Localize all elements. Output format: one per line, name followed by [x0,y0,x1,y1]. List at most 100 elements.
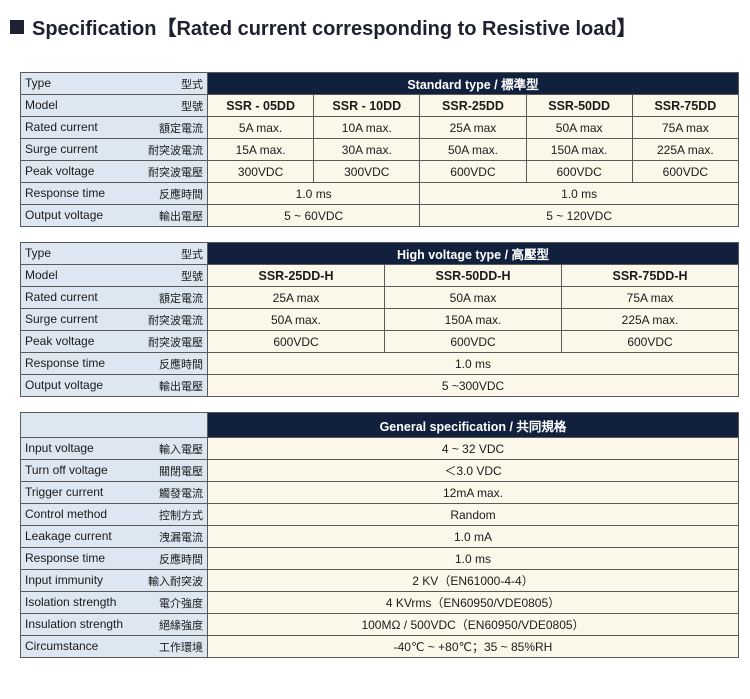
label-zh: 額定電流 [159,122,203,135]
label-zh: 輸出電壓 [159,380,203,393]
title-bullet [10,20,24,34]
spec-cell: 150A max. [525,138,633,161]
row-label: Isolation strength 電介強度 [20,591,208,614]
label-inner: Input immunity 輸入耐突波 [22,573,207,589]
spec-cell: 600VDC [631,160,739,183]
row-label: Response time 反應時間 [20,182,208,205]
spec-cell: Random [207,503,739,526]
table-header: High voltage type / 高壓型 [206,242,740,265]
label-inner: Model 型號 [22,268,207,284]
spec-table: Type 型式 High voltage type / 高壓型 Model 型號 SSR-… [20,242,740,397]
label-en: Circumstance [25,638,99,653]
table-body: Type 型式 Standard type / 標準型 Model 型號 SSR - 05… [20,72,739,227]
row-label: Leakage current 洩漏電流 [20,525,208,548]
label-inner: Surge current 耐突波電流 [22,311,207,328]
spec-row: Turn off voltage 關閉電壓 ＜3.0 VDC [20,459,739,482]
label-inner: Type 型式 [22,75,207,92]
row-label: Surge current 耐突波電流 [20,138,208,161]
spec-cell: SSR - 10DD [313,94,421,117]
label-inner: Rated current 額定電流 [22,119,207,136]
label-en: Peak voltage [25,333,95,348]
label-inner: Control method 控制方式 [22,507,207,523]
label-inner: Peak voltage 耐突波電壓 [22,163,207,180]
label-inner: Response time 反應時間 [22,551,207,567]
spec-cell: 15A max. [206,138,315,161]
table-header: General specification / 共同規格 [207,412,739,438]
label-zh: 輸入電壓 [159,443,203,456]
row-label: Turn off voltage 關閉電壓 [20,459,208,482]
label-inner: Type 型式 [22,246,207,262]
spec-cell: 5A max. [206,116,315,139]
label-zh: 控制方式 [159,509,203,522]
spec-cell: 1.0 ms [206,182,421,205]
label-inner: Trigger current 觸發電流 [22,485,207,501]
label-zh: 關閉電壓 [159,465,203,478]
label-en: Isolation strength [25,594,117,609]
label-en: Model [25,97,58,112]
label-zh: 反應時間 [159,188,203,201]
spec-cell: 25A max [419,116,527,139]
spec-cell: 5 ~ 120VDC [419,204,739,227]
label-inner: Surge current 耐突波電流 [22,141,207,158]
spec-cell: 1.0 ms [207,547,739,570]
row-label [20,412,208,438]
spec-row: Response time 反應時間 1.0 ms [20,352,740,375]
label-zh: 型號 [181,270,203,283]
row-label: Model 型號 [20,94,208,117]
spec-row: Rated current 額定電流 5A max. 10A max. 25A max 5… [20,116,739,139]
label-inner: Response time 反應時間 [22,186,207,202]
label-inner: Output voltage 輸出電壓 [22,207,207,224]
row-label: Type 型式 [20,242,208,265]
row-label: Rated current 額定電流 [20,116,208,139]
label-zh: 型號 [181,100,203,113]
spec-cell: 600VDC [207,330,385,353]
spec-row: Isolation strength 電介強度 4 KVrms（EN60950/VD… [20,591,739,614]
label-en: Output voltage [25,207,104,222]
row-label: Input immunity 輸入耐突波 [20,569,208,592]
spec-cell: 5 ~300VDC [206,374,740,397]
spec-cell: SSR-75DD [631,94,739,117]
label-en: Type [25,75,52,90]
spec-cell: 50A max. [419,138,527,161]
spec-cell: 2 KV（EN61000-4-4） [207,569,739,592]
page-title: Specification【Rated current correspondin… [10,12,637,41]
label-zh: 型式 [181,248,203,261]
spec-cell: 50A max. [207,308,385,331]
spec-cell: SSR - 05DD [206,94,315,117]
spec-cell: 30A max. [313,138,421,161]
spec-cell: 600VDC [384,330,562,353]
label-zh: 絕緣強度 [159,619,203,632]
spec-cell: ＜3.0 VDC [207,459,739,482]
spec-row: Model 型號 SSR - 05DD SSR - 10DD SSR-25DD SSR-5… [20,94,739,117]
spec-row: Input voltage 輸入電壓 4 ~ 32 VDC [20,437,739,460]
spec-cell: 150A max. [384,308,562,331]
spec-row: Input immunity 輸入耐突波 2 KV（EN61000-4-4） [20,569,739,592]
spec-row: Rated current 額定電流 25A max 50A max 75A max [20,286,740,309]
spec-table: General specification / 共同規格 Input voltag… [20,412,739,658]
spec-row: Peak voltage 耐突波電壓 300VDC 300VDC 600VDC 600VD… [20,160,739,183]
spec-row: Control method 控制方式 Random [20,503,739,526]
spec-table: Type 型式 Standard type / 標準型 Model 型號 SSR - 05… [20,72,739,227]
label-inner: Model 型號 [22,97,207,114]
row-label: Type 型式 [20,72,208,95]
label-en: Rated current [25,119,98,134]
label-en: Surge current [25,141,98,156]
row-label: Output voltage 輸出電壓 [20,204,208,227]
row-label: Response time 反應時間 [20,352,208,375]
label-zh: 耐突波電壓 [148,336,203,349]
spec-cell: 1.0 ms [419,182,739,205]
spec-cell: 75A max [631,116,739,139]
spec-row: Circumstance 工作環境 -40℃ ~ +80℃；35 ~ 85%RH [20,635,739,658]
label-inner: Turn off voltage 關閉電壓 [22,463,207,479]
label-en: Input voltage [25,440,94,455]
table-body: Type 型式 High voltage type / 高壓型 Model 型號 SSR-… [20,242,740,397]
label-en: Peak voltage [25,163,95,178]
label-en: Surge current [25,311,98,326]
header-row: Type 型式 High voltage type / 高壓型 [20,242,740,265]
label-zh: 耐突波電流 [148,314,203,327]
label-zh: 型式 [181,78,203,91]
row-label: Trigger current 觸發電流 [20,481,208,504]
label-zh: 輸出電壓 [159,210,203,223]
spec-cell: 50A max [525,116,633,139]
spec-cell: 5 ~ 60VDC [206,204,421,227]
